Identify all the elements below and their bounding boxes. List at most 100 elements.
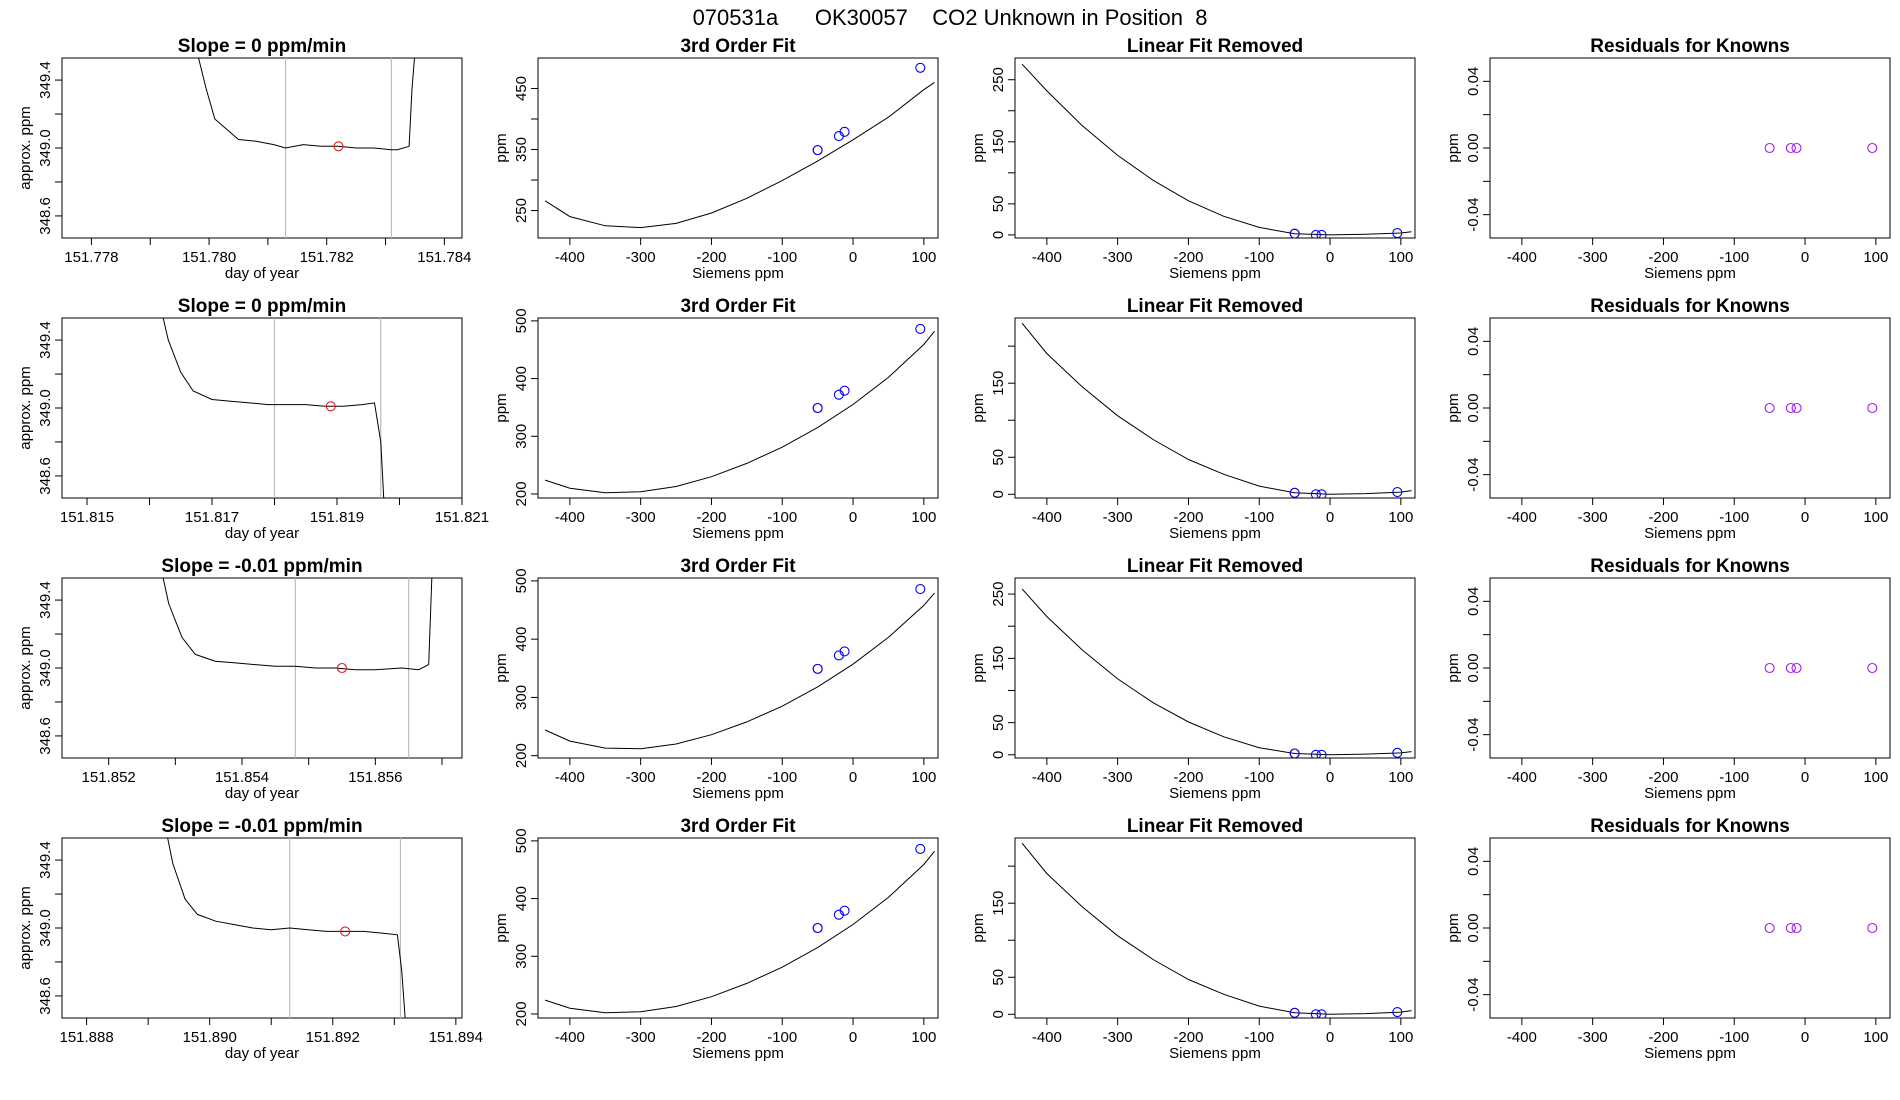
y-tick-label: 0.00 — [1465, 653, 1482, 682]
y-tick-label: 0.04 — [1465, 587, 1482, 616]
y-tick-label: 500 — [513, 828, 530, 853]
plot-area — [162, 318, 385, 498]
x-tick-label: -400 — [1032, 249, 1062, 266]
plot-area — [544, 584, 935, 750]
data-point — [812, 402, 823, 414]
data-point — [812, 922, 823, 934]
y-axis-label: approx. ppm — [17, 626, 34, 709]
x-tick-label: -400 — [1032, 1029, 1062, 1046]
data-point — [1791, 662, 1802, 674]
x-tick-label: -200 — [1173, 769, 1203, 786]
x-tick-label: 0 — [849, 509, 857, 526]
y-tick-label: 300 — [513, 424, 530, 449]
y-tick-label: 0.04 — [1465, 847, 1482, 876]
data-point — [1785, 402, 1796, 414]
x-tick-label: -400 — [1507, 769, 1537, 786]
x-tick-label: -200 — [1648, 769, 1678, 786]
y-axis-label: ppm — [1445, 913, 1462, 942]
panel-r4c3: Linear Fit Removed -400 -300 -200 -100 0 100 0 5… — [970, 816, 1416, 1062]
panel-title: Linear Fit Removed — [1127, 816, 1303, 837]
x-tick-label: -300 — [1103, 249, 1133, 266]
data-point — [1785, 142, 1796, 154]
data-point — [1289, 228, 1300, 238]
x-tick-label: -300 — [1578, 509, 1608, 526]
x-tick-label: -100 — [1719, 1029, 1749, 1046]
series-line — [544, 850, 935, 1014]
x-tick-label: 151.854 — [215, 769, 269, 786]
data-point — [1867, 402, 1878, 414]
plot-frame — [1014, 57, 1416, 239]
y-tick-label: 349.0 — [37, 389, 54, 427]
plot-frame — [1014, 577, 1416, 759]
data-point — [1867, 662, 1878, 674]
panel-title: Linear Fit Removed — [1127, 556, 1303, 577]
data-point — [1764, 662, 1775, 674]
x-tick-label: 100 — [911, 509, 936, 526]
x-tick-label: -300 — [626, 769, 656, 786]
x-tick-label: 151.780 — [182, 249, 236, 266]
x-tick-label: 0 — [1326, 509, 1334, 526]
series-line — [544, 81, 935, 229]
series-line — [544, 330, 935, 494]
series-line — [1021, 588, 1412, 756]
x-tick-label: -200 — [696, 769, 726, 786]
y-tick-label: 200 — [513, 481, 530, 506]
plot-frame — [61, 317, 463, 499]
y-axis-label: ppm — [493, 133, 510, 162]
panel-title: Residuals for Knowns — [1590, 816, 1790, 837]
data-point — [839, 126, 850, 137]
data-point — [839, 905, 850, 916]
data-point — [1310, 489, 1321, 498]
x-tick-label: 0 — [1326, 1029, 1334, 1046]
x-tick-label: 0 — [849, 1029, 857, 1046]
x-axis-label: Siemens ppm — [1644, 525, 1736, 542]
x-tick-label: -100 — [1719, 509, 1749, 526]
y-tick-label: 150 — [990, 371, 1007, 396]
series-line — [544, 592, 935, 750]
x-tick-label: 100 — [1388, 509, 1413, 526]
x-tick-label: 100 — [911, 249, 936, 266]
data-point — [333, 141, 344, 152]
y-tick-label: 400 — [513, 366, 530, 391]
x-tick-label: 151.821 — [435, 509, 489, 526]
panel-title: 3rd Order Fit — [680, 816, 796, 837]
data-point — [812, 663, 823, 674]
data-point — [915, 584, 926, 595]
data-point — [839, 646, 850, 657]
x-tick-label: -100 — [767, 509, 797, 526]
x-tick-label: 151.852 — [82, 769, 136, 786]
data-point — [1791, 922, 1802, 934]
x-tick-label: -400 — [1507, 249, 1537, 266]
data-point — [1785, 922, 1796, 934]
plot-area — [1021, 588, 1412, 758]
y-tick-label: 0 — [990, 490, 1007, 498]
x-tick-label: 0 — [849, 249, 857, 266]
y-tick-label: 200 — [513, 1001, 530, 1026]
data-point — [1310, 1009, 1321, 1018]
x-tick-label: 151.819 — [310, 509, 364, 526]
data-point — [1316, 1009, 1327, 1018]
x-tick-label: 151.892 — [306, 1029, 360, 1046]
x-axis-label: Siemens ppm — [692, 1045, 784, 1062]
panel-r4c2: 3rd Order Fit -400 -300 -200 -100 0 100 200 300 4… — [493, 816, 939, 1062]
y-tick-label: 0.00 — [1465, 393, 1482, 422]
x-axis-label: Siemens ppm — [692, 525, 784, 542]
data-point — [1785, 662, 1796, 674]
panel-title: 3rd Order Fit — [680, 36, 796, 57]
y-tick-label: 150 — [990, 129, 1007, 154]
data-point — [1791, 142, 1802, 154]
x-tick-label: 151.817 — [185, 509, 239, 526]
y-tick-label: 500 — [513, 308, 530, 333]
y-tick-label: -0.04 — [1465, 198, 1482, 232]
data-point — [1392, 227, 1403, 238]
y-tick-label: 500 — [513, 568, 530, 593]
plot-area — [1764, 142, 1878, 154]
plot-frame — [537, 577, 939, 759]
x-tick-label: -300 — [1103, 769, 1133, 786]
y-tick-label: 349.0 — [37, 649, 54, 687]
x-tick-label: -100 — [1719, 249, 1749, 266]
x-tick-label: 151.815 — [60, 509, 114, 526]
x-tick-label: -200 — [1648, 249, 1678, 266]
series-line — [167, 838, 406, 1018]
y-axis-label: ppm — [493, 913, 510, 942]
